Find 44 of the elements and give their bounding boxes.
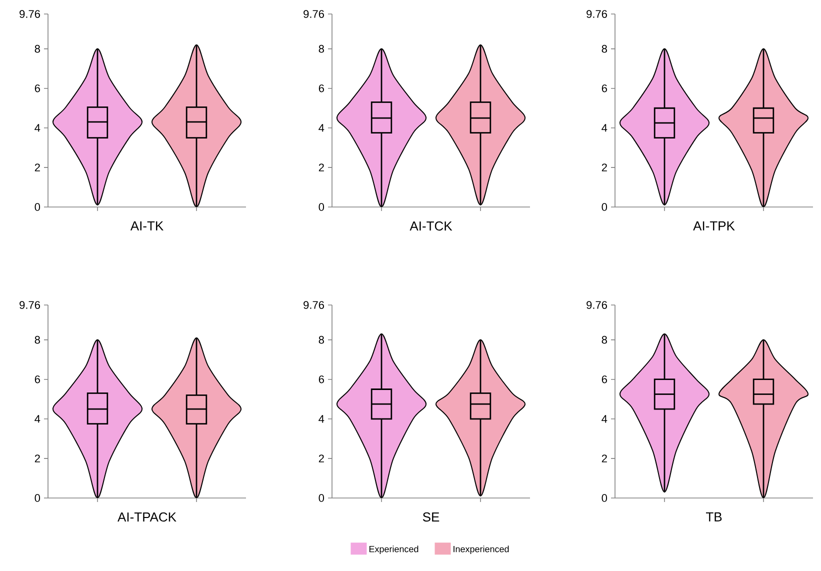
y-tick-label: 4 — [602, 124, 608, 132]
x-axis-title: AI-TK — [130, 221, 164, 230]
y-tick-label: 6 — [318, 84, 324, 92]
y-tick-label: 9.76 — [20, 301, 40, 309]
y-tick-label: 9.76 — [586, 301, 607, 309]
y-tick-label: 6 — [318, 375, 324, 384]
y-tick-label: 0 — [34, 494, 40, 502]
x-axis-title: TB — [706, 512, 722, 522]
x-axis-title: SE — [422, 512, 440, 522]
y-tick-label: 2 — [318, 454, 324, 462]
x-axis-title: AI-TPACK — [118, 512, 176, 522]
y-tick-label: 0 — [34, 203, 40, 211]
y-tick-label: 8 — [318, 44, 324, 53]
y-tick-label: 2 — [318, 164, 324, 172]
y-tick-label: 4 — [318, 124, 324, 132]
y-tick-label: 9.76 — [20, 10, 40, 18]
x-axis-title: AI-TCK — [410, 221, 452, 231]
y-tick-label: 4 — [34, 124, 40, 132]
y-tick-label: 6 — [34, 375, 40, 384]
y-tick-label: 4 — [602, 415, 608, 423]
legend-label: Experienced — [369, 546, 418, 554]
legend-label: Inexperienced — [454, 546, 509, 554]
y-tick-label: 4 — [34, 415, 40, 423]
y-tick-label: 9.76 — [304, 301, 324, 309]
y-tick-label: 2 — [34, 454, 40, 462]
y-tick-label: 0 — [602, 203, 608, 211]
y-tick-label: 0 — [318, 494, 324, 502]
x-axis-title: AI-TPK — [693, 221, 735, 230]
y-tick-label: 6 — [34, 84, 40, 92]
y-tick-label: 0 — [318, 203, 324, 211]
y-tick-label: 2 — [602, 164, 607, 172]
y-tick-label: 0 — [602, 494, 608, 502]
y-tick-label: 8 — [34, 336, 40, 344]
y-tick-label: 4 — [318, 415, 324, 423]
y-tick-label: 6 — [602, 375, 607, 384]
y-tick-label: 8 — [602, 44, 607, 53]
y-tick-label: 2 — [602, 454, 607, 462]
y-tick-label: 6 — [602, 84, 607, 92]
y-tick-label: 8 — [602, 336, 607, 344]
y-tick-label: 8 — [34, 44, 40, 53]
y-tick-label: 8 — [318, 336, 324, 344]
y-tick-label: 9.76 — [586, 10, 607, 18]
y-tick-label: 9.76 — [304, 10, 324, 18]
y-tick-label: 2 — [34, 164, 40, 172]
